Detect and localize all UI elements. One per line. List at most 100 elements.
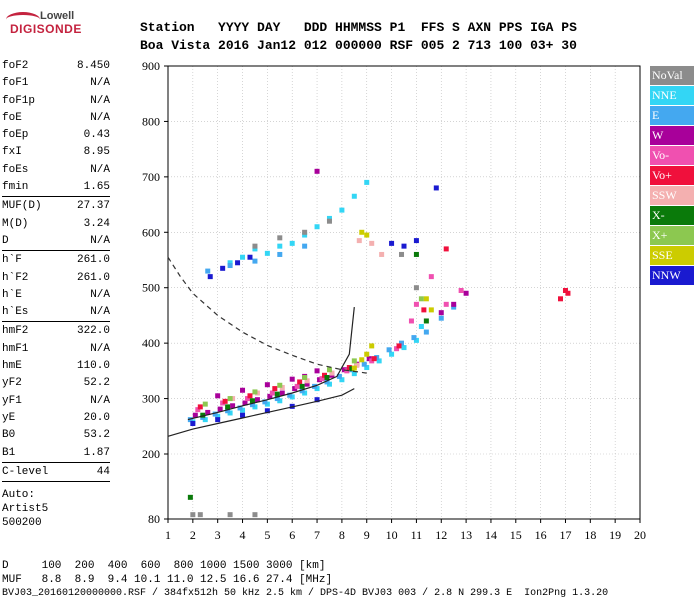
x-tick-label: 13 [460, 528, 472, 542]
data-point-e [187, 417, 193, 423]
data-point-nne [252, 246, 258, 252]
data-point-noval [326, 218, 332, 224]
data-point-nnw [190, 421, 196, 427]
data-point-vo- [222, 398, 228, 404]
param-row: B0 53.2 [2, 427, 110, 444]
logo-text-top: Lowell [40, 10, 75, 22]
data-point-w [267, 393, 273, 399]
data-point-e [302, 243, 308, 249]
param-label: B1 [2, 446, 16, 459]
param-value: 8.95 [83, 146, 110, 159]
data-point-x- [227, 396, 233, 402]
data-point-e [277, 251, 283, 257]
data-point-x- [225, 404, 231, 410]
legend-item-ssw: SSW [650, 186, 694, 205]
param-label: foF1 [2, 77, 29, 90]
data-point-nne [240, 254, 246, 260]
y-tick-label: 700 [142, 170, 160, 184]
data-point-nne [401, 345, 407, 351]
param-label: foEs [2, 163, 29, 176]
data-point-e [411, 335, 417, 341]
logo-swoosh-icon [6, 12, 40, 27]
data-point-x- [324, 375, 330, 381]
param-value: 1.65 [83, 181, 110, 194]
param-row: hmE 110.0 [2, 358, 110, 375]
x-tick-label: 14 [485, 528, 497, 542]
param-row: yF2 52.2 [2, 375, 110, 392]
data-point-nnw [401, 243, 407, 249]
legend-item-sse: SSE [650, 246, 694, 265]
data-point-nnw [389, 240, 395, 246]
param-row: D N/A [2, 233, 110, 250]
data-point-nne [227, 260, 233, 266]
param-row: foEs N/A [2, 162, 110, 179]
data-point-e [438, 315, 444, 321]
data-point-w [215, 393, 221, 399]
data-point-nnw [264, 408, 270, 414]
param-label: yF2 [2, 377, 22, 390]
param-value: 8.450 [76, 60, 110, 72]
data-point-e [361, 361, 367, 367]
param-label: C-level [2, 465, 49, 478]
data-point-x- [351, 358, 357, 364]
y-tick-label: 600 [142, 225, 160, 239]
data-point-e [299, 388, 305, 394]
y-tick-label: 300 [142, 392, 160, 406]
data-point-w [205, 409, 211, 415]
parameter-panel: foF2 8.450 foF1 N/A foF1p N/A foE N/A foEp 0.43 fx… [2, 58, 110, 530]
param-value: N/A [90, 342, 110, 355]
data-point-vo- [197, 404, 203, 410]
data-point-e [212, 411, 218, 417]
data-point-ssw [354, 362, 360, 368]
data-point-noval [227, 512, 233, 518]
data-point-vo- [195, 407, 201, 413]
data-point-vo- [244, 396, 250, 402]
data-point-nne [302, 232, 308, 238]
data-point-sse [359, 357, 365, 363]
param-label: fmin [2, 181, 29, 194]
data-point-nne [351, 193, 357, 199]
data-point-vo- [247, 393, 253, 399]
param-value: 322.0 [76, 325, 110, 338]
autoscale-info: Auto: Artist5 500200 [2, 488, 110, 530]
param-label: foF2 [2, 60, 29, 72]
data-point-sse [423, 296, 429, 302]
data-point-w [217, 406, 223, 412]
param-value: 53.2 [83, 429, 110, 442]
data-point-x- [249, 398, 255, 404]
data-point-w [192, 412, 198, 418]
data-point-w [240, 387, 246, 393]
data-point-sse [359, 229, 365, 235]
param-value: 110.0 [76, 360, 110, 373]
autoscale-line: Auto: [2, 489, 36, 502]
param-row: B1 1.87 [2, 445, 110, 462]
param-value: N/A [90, 394, 110, 407]
legend-item-e: E [650, 106, 694, 125]
param-row: h`Es N/A [2, 304, 110, 321]
data-point-x- [299, 383, 305, 389]
param-value: N/A [90, 306, 110, 319]
data-point-vo- [458, 287, 464, 293]
x-tick-label: 1 [165, 528, 171, 542]
param-label: B0 [2, 429, 16, 442]
param-label: yE [2, 411, 16, 424]
legend-item-x-: X- [650, 206, 694, 225]
data-point-w [314, 368, 320, 374]
data-point-w [438, 310, 444, 316]
param-value: 44 [96, 465, 110, 478]
param-label: h`F2 [2, 271, 29, 284]
param-value: N/A [90, 288, 110, 301]
legend-item-noval: NoVal [650, 66, 694, 85]
data-point-w [264, 382, 270, 388]
x-tick-label: 11 [411, 528, 423, 542]
param-divider [2, 321, 110, 323]
data-point-sse [428, 307, 434, 313]
param-divider [2, 481, 110, 483]
curve-trace [167, 388, 355, 437]
data-point-e [205, 268, 211, 274]
autoscale-line: Artist5 [2, 503, 49, 516]
legend: NoVal NNE E W Vo- Vo+ SSW X- X+ SSE NNW [650, 66, 694, 286]
data-point-e [262, 399, 268, 405]
y-tick-label: 800 [142, 114, 160, 128]
data-point-nnw [207, 274, 213, 280]
